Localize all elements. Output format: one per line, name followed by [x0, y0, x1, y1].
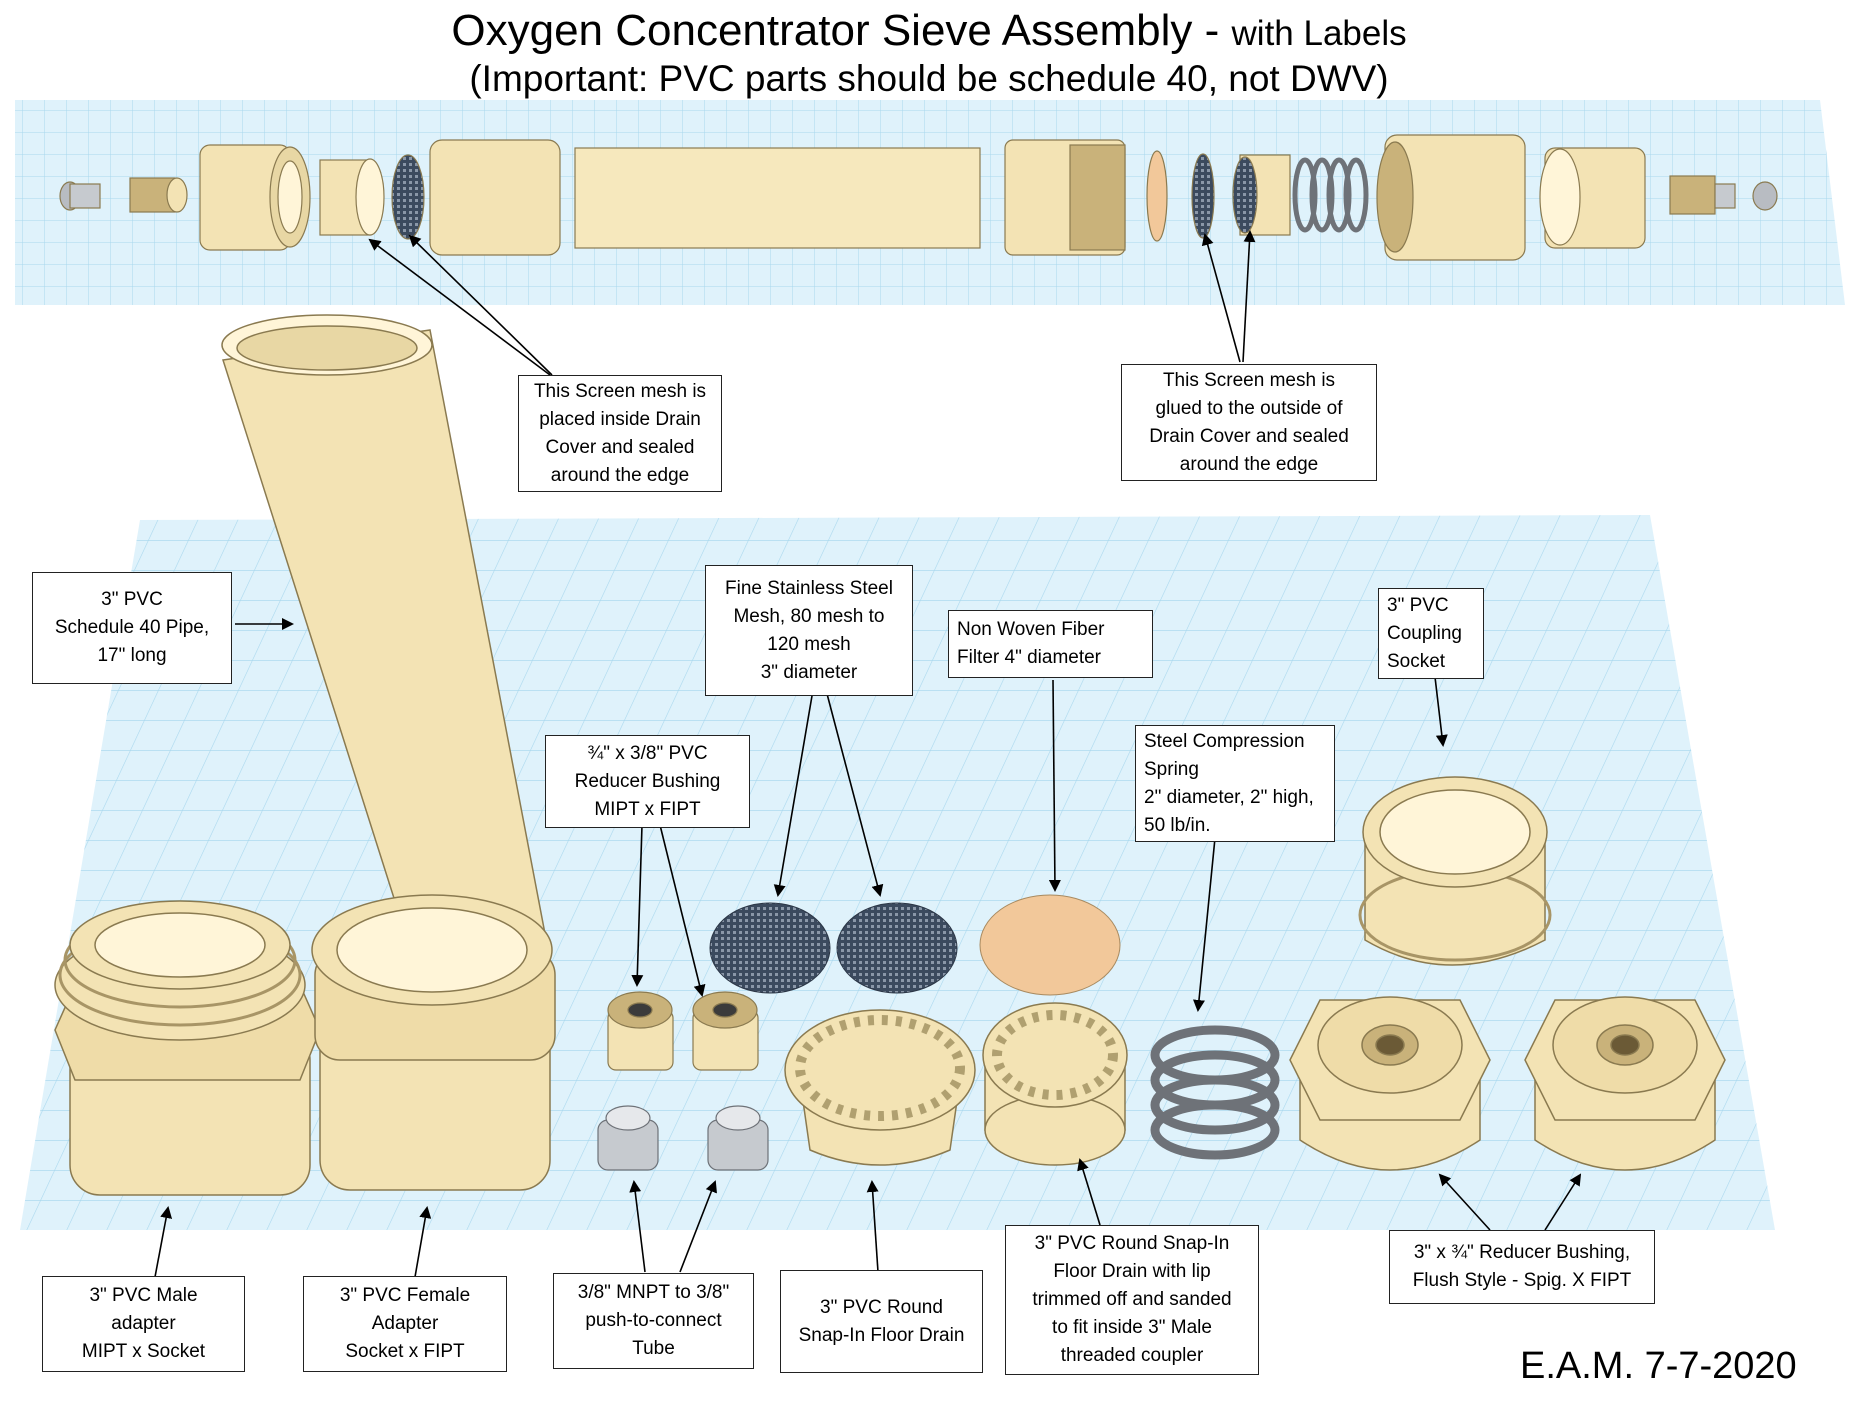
page-title: Oxygen Concentrator Sieve Assembly - wit… [0, 4, 1858, 61]
trimmed-floor-drain [982, 1002, 1128, 1166]
fiber-filter [979, 894, 1121, 996]
title-suffix: with Labels [1231, 14, 1407, 53]
label-spring: Steel Compression Spring 2" diameter, 2"… [1135, 725, 1335, 842]
label-screen-inside: This Screen mesh is placed inside Drain … [518, 375, 722, 492]
floor-drain [784, 1009, 976, 1166]
exploded-assembly [59, 134, 1778, 261]
label-female-adapter: 3" PVC Female Adapter Socket x FIPT [303, 1276, 507, 1372]
title-main: Oxygen Concentrator Sieve Assembly - [451, 6, 1220, 55]
mesh-disc-2 [836, 902, 958, 994]
label-screen-outside: This Screen mesh is glued to the outside… [1121, 364, 1377, 481]
label-male-adapter: 3" PVC Male adapter MIPT x Socket [42, 1276, 245, 1372]
label-reducer-small: ¾" x 3/8" PVC Reducer Bushing MIPT x FIP… [545, 735, 750, 828]
compression-spring [1150, 1025, 1280, 1160]
page-subtitle: (Important: PVC parts should be schedule… [469, 58, 1389, 99]
label-push-connect: 3/8" MNPT to 3/8" push-to-connect Tube [553, 1273, 754, 1369]
coupling-socket [1358, 776, 1552, 966]
mesh-disc-1 [709, 902, 831, 994]
author-signature: E.A.M. 7-7-2020 [1520, 1345, 1797, 1387]
push-connectors [597, 1105, 769, 1171]
label-floor-drain: 3" PVC Round Snap-In Floor Drain [780, 1270, 983, 1373]
small-reducer-bushings [607, 991, 759, 1071]
pvc-pipe [221, 314, 551, 981]
male-adapter [54, 900, 321, 1196]
label-pipe: 3" PVC Schedule 40 Pipe, 17" long [32, 572, 232, 684]
label-floor-drain-trimmed: 3" PVC Round Snap-In Floor Drain with li… [1005, 1225, 1259, 1375]
large-reducer-bushing-2 [1524, 996, 1726, 1171]
label-mesh: Fine Stainless Steel Mesh, 80 mesh to 12… [705, 565, 913, 696]
label-reducer-bushing: 3" x ¾" Reducer Bushing, Flush Style - S… [1389, 1230, 1655, 1304]
large-reducer-bushing-1 [1289, 996, 1491, 1171]
label-coupling: 3" PVC Coupling Socket [1378, 588, 1484, 679]
callout-arrows [154, 230, 1582, 1278]
label-filter: Non Woven Fiber Filter 4" diameter [948, 610, 1153, 678]
female-adapter [311, 894, 556, 1191]
